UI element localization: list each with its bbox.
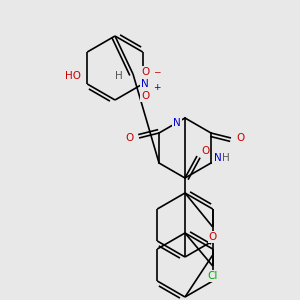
Text: +: +: [153, 83, 161, 92]
Text: O: O: [141, 91, 149, 101]
Text: O: O: [125, 133, 133, 143]
Text: O: O: [201, 146, 209, 156]
Text: −: −: [153, 68, 161, 76]
Text: N: N: [214, 153, 222, 163]
Text: N: N: [141, 79, 149, 89]
Text: N: N: [173, 118, 181, 128]
Text: Cl: Cl: [208, 271, 218, 281]
Text: O: O: [141, 67, 149, 77]
Text: O: O: [237, 133, 245, 143]
Text: H: H: [115, 71, 123, 81]
Text: HO: HO: [65, 71, 81, 81]
Text: H: H: [222, 153, 230, 163]
Text: O: O: [208, 232, 217, 242]
